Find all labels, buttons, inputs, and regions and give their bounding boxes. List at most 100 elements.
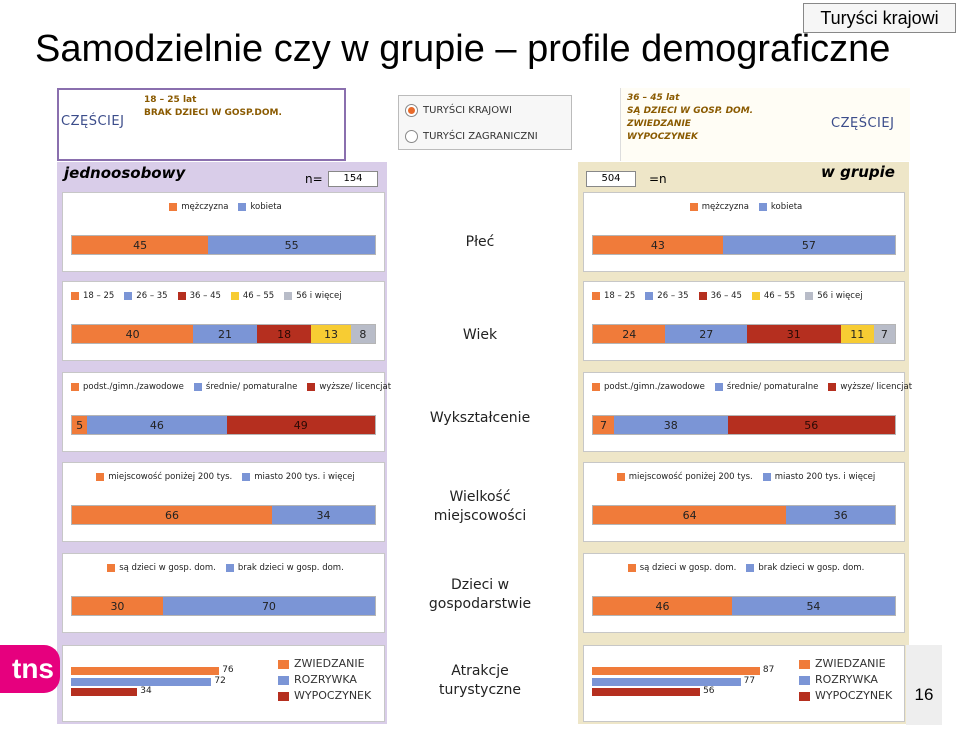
attraction-bar: [592, 688, 701, 696]
legend-swatch: [758, 203, 767, 211]
attraction-bar: [592, 678, 741, 686]
legend-swatch: [71, 383, 79, 391]
legend-label: 46 – 55: [763, 291, 796, 301]
legend-item: miasto 200 tys. i więcej: [762, 472, 876, 482]
legend-label: brak dzieci w gosp. dom.: [237, 563, 344, 573]
legend-item: brak dzieci w gosp. dom.: [225, 563, 344, 573]
bar-segment: 55: [208, 236, 375, 254]
legend-label: ROZRYWKA: [294, 673, 357, 686]
radio-foreign-label: TURYŚCI ZAGRANICZNI: [423, 130, 538, 142]
section-age-right: 18 – 25 26 – 35 36 – 45 46 – 55 56 i więcej 2…: [583, 281, 905, 361]
legend-item: ZWIEDZANIE: [799, 656, 892, 672]
stacked-bar: 43 57: [592, 235, 896, 255]
attraction-value: 77: [743, 676, 756, 686]
label-children: Dzieci w gospodarstwie: [400, 576, 560, 614]
bar-segment: 21: [193, 325, 257, 343]
bar-segment: 64: [593, 506, 787, 524]
section-attractions-left: 76 72 34 ZWIEDZANIE ROZRYWKA WYPOCZYNEK: [62, 645, 385, 722]
panel-solo-n-value: 154: [328, 171, 378, 187]
legend-label: mężczyzna: [181, 202, 229, 212]
bar-segment: 7: [873, 325, 895, 343]
legend-label: ROZRYWKA: [815, 673, 878, 686]
section-education-right: podst./gimn./zawodowe średnie/ pomaturaln…: [583, 372, 912, 452]
bar-segment: 27: [665, 325, 747, 343]
attraction-bar: [71, 688, 138, 696]
legend-label: kobieta: [250, 202, 282, 212]
attraction-value: 87: [762, 665, 775, 675]
info-right-line-4: WYPOCZYNEK: [627, 132, 698, 142]
bar-segment: 49: [226, 416, 375, 434]
label-town-size-line-1: Wielkość: [449, 489, 511, 505]
label-gender-text: Płeć: [465, 234, 495, 250]
label-town-size: Wielkość miejscowości: [400, 488, 560, 526]
panel-group-heading: w grupie: [821, 163, 895, 181]
radio-selected-icon: [405, 103, 418, 117]
bar-segment: 45: [72, 236, 209, 254]
stacked-bar: 66 34: [71, 505, 376, 525]
legend-swatch: [762, 473, 771, 481]
bar-segment: 66: [72, 506, 272, 524]
legend-swatch: [805, 292, 814, 300]
section-gender-right: mężczyzna kobieta 43 57: [583, 192, 905, 272]
legend-label: 18 – 25: [83, 291, 115, 301]
legend-label: 56 i więcej: [296, 291, 342, 301]
info-box-right: 36 – 45 lat SĄ DZIECI W GOSP. DOM. ZWIED…: [620, 88, 910, 161]
label-education: Wykształcenie: [400, 409, 560, 428]
panel-solo-n-label: n=: [305, 172, 323, 186]
legend-swatch: [107, 564, 116, 572]
stacked-bar: 45 55: [71, 235, 376, 255]
legend-label: wyższe/ licencjat: [319, 382, 392, 392]
legend-swatch: [828, 383, 837, 391]
legend-item: ROZRYWKA: [278, 672, 371, 688]
legend-label: 56 i więcej: [817, 291, 863, 301]
attraction-bar: [71, 667, 220, 675]
bar-segment: 18: [256, 325, 312, 343]
legend-swatch: [751, 292, 760, 300]
attraction-value: 72: [214, 676, 226, 686]
legend-label: kobieta: [770, 202, 803, 212]
panel-group-n-label: =n: [649, 172, 667, 186]
label-children-line-1: Dzieci w: [450, 577, 510, 593]
legend-item: miejscowość poniżej 200 tys.: [616, 472, 753, 482]
stacked-bar: 7 38 56: [592, 415, 896, 435]
section-age-left: 18 – 25 26 – 35 36 – 45 46 – 55 56 i więcej 4…: [62, 281, 385, 361]
info-left-tag: CZĘŚCIEJ: [61, 114, 125, 129]
legend-swatch: [645, 292, 654, 300]
bar-segment: 11: [840, 325, 874, 343]
legend-swatch: [71, 292, 79, 300]
label-attractions: Atrakcje turystyczne: [400, 662, 560, 700]
legend-label: średnie/ pomaturalne: [726, 382, 819, 392]
segment-tag: Turyści krajowi: [803, 3, 956, 33]
legend-label: WYPOCZYNEK: [815, 689, 893, 702]
legend-label: miasto 200 tys. i więcej: [774, 472, 876, 482]
legend-item: są dzieci w gosp. dom.: [627, 563, 736, 573]
legend-label: WYPOCZYNEK: [294, 689, 372, 702]
legend-item: mężczyzna: [169, 202, 228, 212]
stacked-bar: 46 54: [592, 596, 896, 616]
legend-label: podst./gimn./zawodowe: [604, 382, 705, 392]
bar-segment: 46: [593, 597, 732, 615]
legend-label: wyższe/ licencjat: [840, 382, 913, 392]
bar-segment: 40: [72, 325, 194, 343]
section-town-size-right: miejscowość poniżej 200 tys. miasto 200 t…: [583, 462, 905, 542]
label-age-text: Wiek: [462, 327, 498, 343]
legend-item: ZWIEDZANIE: [278, 656, 371, 672]
legend-education-left: podst./gimn./zawodowe średnie/ pomaturaln…: [71, 382, 391, 392]
legend-label: ZWIEDZANIE: [294, 657, 365, 670]
attraction-value: 34: [140, 686, 152, 696]
legend-item: 56 i więcej: [284, 291, 342, 301]
label-age: Wiek: [400, 326, 560, 345]
info-box-left: 18 – 25 lat BRAK DZIECI W GOSP.DOM. CZĘŚ…: [57, 88, 346, 161]
section-children-left: są dzieci w gosp. dom. brak dzieci w gosp…: [62, 553, 385, 633]
info-right-line-2: SĄ DZIECI W GOSP. DOM.: [627, 106, 754, 116]
bar-segment: 31: [747, 325, 841, 343]
attraction-bar: [71, 678, 212, 686]
radio-domestic[interactable]: TURYŚCI KRAJOWI: [405, 100, 512, 120]
legend-item: 18 – 25: [592, 291, 635, 301]
tns-logo: tns: [0, 645, 60, 693]
legend-swatch: [307, 383, 316, 391]
radio-foreign[interactable]: TURYŚCI ZAGRANICZNI: [405, 126, 538, 146]
legend-swatch: [714, 383, 723, 391]
legend-swatch: [746, 564, 755, 572]
bar-segment: 46: [87, 416, 227, 434]
